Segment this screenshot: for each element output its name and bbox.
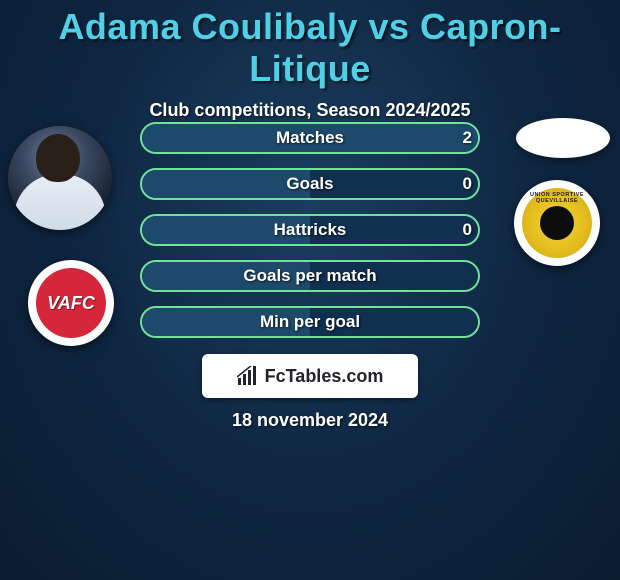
stat-row-matches: Matches 2 [140, 122, 480, 154]
stat-row-hattricks: Hattricks 0 [140, 214, 480, 246]
player-left-silhouette-head [36, 134, 80, 182]
stat-label: Min per goal [142, 308, 478, 336]
player-left-photo [8, 126, 112, 230]
stat-row-goals: Goals 0 [140, 168, 480, 200]
stat-row-min-per-goal: Min per goal [140, 306, 480, 338]
team-right-logo: UNION SPORTIVE QUEVILLAISE [514, 180, 600, 266]
vafc-logo-text: VAFC [47, 293, 95, 314]
quevilly-logo-text: UNION SPORTIVE QUEVILLAISE [522, 192, 592, 204]
stat-value-left: 0 [463, 216, 472, 244]
bar-chart-icon [237, 366, 259, 386]
player-right-photo [516, 118, 610, 158]
stat-label: Hattricks [142, 216, 478, 244]
page-title: Adama Coulibaly vs Capron-Litique [0, 0, 620, 90]
vafc-logo-circle: VAFC [36, 268, 106, 338]
stat-label: Goals per match [142, 262, 478, 290]
comparison-bars: Matches 2 Goals 0 Hattricks 0 Goals per … [140, 122, 480, 352]
stat-label: Goals [142, 170, 478, 198]
quevilly-logo-center [540, 206, 574, 240]
watermark-text: FcTables.com [265, 366, 384, 387]
team-left-logo: VAFC [28, 260, 114, 346]
watermark: FcTables.com [202, 354, 418, 398]
stat-label: Matches [142, 124, 478, 152]
player-left-silhouette-body [14, 174, 106, 230]
stat-value-left: 0 [463, 170, 472, 198]
stat-row-goals-per-match: Goals per match [140, 260, 480, 292]
stat-value-left: 2 [463, 124, 472, 152]
page-subtitle: Club competitions, Season 2024/2025 [0, 90, 620, 121]
quevilly-logo-circle: UNION SPORTIVE QUEVILLAISE [522, 188, 592, 258]
footer-date: 18 november 2024 [0, 410, 620, 431]
